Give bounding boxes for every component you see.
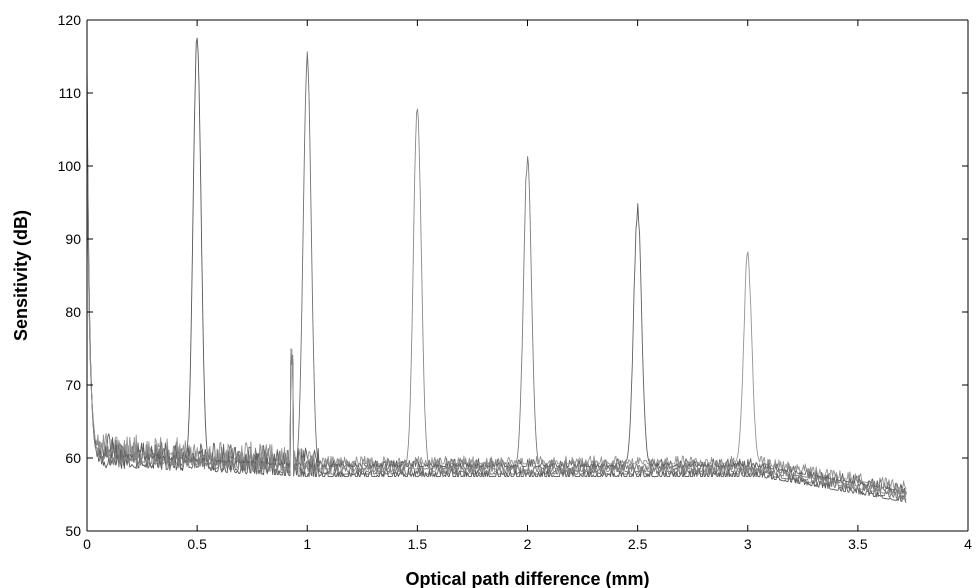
x-tick-label: 2 xyxy=(524,536,532,552)
y-tick-label: 60 xyxy=(65,450,81,466)
y-tick-label: 70 xyxy=(65,377,81,393)
x-tick-label: 2.5 xyxy=(628,536,648,552)
x-tick-label: 4 xyxy=(964,536,972,552)
x-tick-label: 3 xyxy=(744,536,752,552)
plot-lines xyxy=(86,37,907,503)
y-tick-label: 90 xyxy=(65,231,81,247)
x-tick-label: 1 xyxy=(303,536,311,552)
y-axis-title: Sensitivity (dB) xyxy=(11,210,31,341)
y-tick-label: 50 xyxy=(65,523,81,539)
series-line xyxy=(86,51,907,501)
x-tick-label: 3.5 xyxy=(848,536,868,552)
y-tick-label: 110 xyxy=(59,85,82,101)
y-tick-label: 100 xyxy=(58,158,82,174)
series-line xyxy=(86,37,907,503)
y-tick-label: 120 xyxy=(58,12,82,28)
x-tick-label: 0 xyxy=(83,536,91,552)
series-line xyxy=(86,122,907,493)
series-line xyxy=(86,107,907,495)
ticks: 0 0.5 1 1.5 2 2.5 3 3.5 4 50 60 70 80 90 100 110 120 xyxy=(58,12,972,552)
series-line xyxy=(86,136,907,490)
x-tick-label: 1.5 xyxy=(408,536,428,552)
x-axis-title: Optical path difference (mm) xyxy=(405,569,649,588)
x-tick-label: 0.5 xyxy=(187,536,207,552)
y-tick-label: 80 xyxy=(65,304,81,320)
series-line xyxy=(86,92,907,498)
